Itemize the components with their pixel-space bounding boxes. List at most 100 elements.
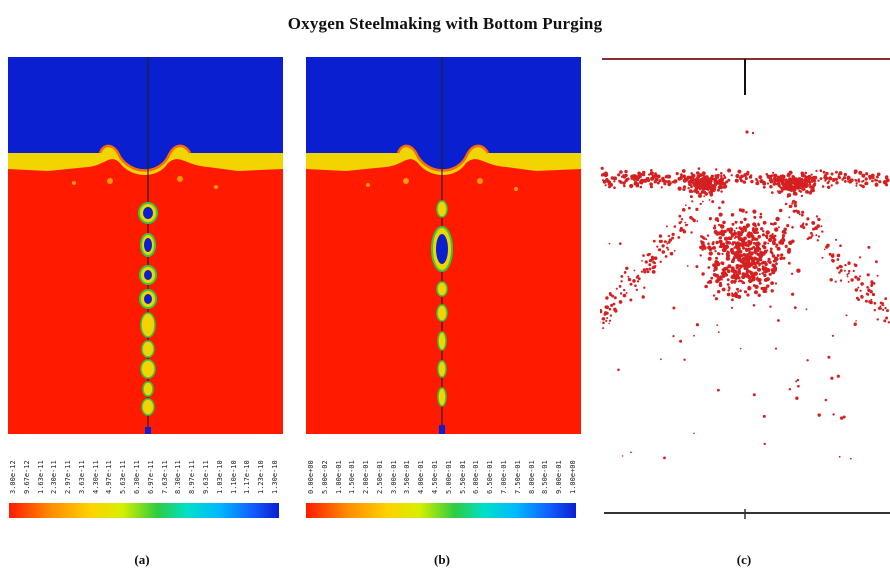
- particle: [787, 247, 791, 252]
- particle: [701, 185, 704, 188]
- particle: [753, 271, 758, 276]
- particle: [661, 250, 666, 254]
- particle: [769, 179, 774, 184]
- particle: [777, 319, 780, 322]
- particle: [737, 250, 742, 254]
- tick-label: 3.63e-11: [77, 460, 86, 494]
- particle: [797, 185, 801, 189]
- particle: [688, 206, 691, 210]
- particle: [791, 202, 794, 205]
- particle: [725, 266, 729, 270]
- particle: [766, 249, 769, 252]
- particle: [726, 250, 729, 253]
- particle: [747, 239, 751, 243]
- particle: [646, 177, 650, 181]
- particle: [780, 253, 784, 257]
- particle: [777, 226, 780, 229]
- particle: [836, 253, 841, 258]
- particle: [604, 171, 608, 176]
- particle: [633, 269, 636, 272]
- particle: [745, 270, 748, 273]
- particle: [762, 286, 766, 291]
- particle: [836, 266, 840, 270]
- particle: [821, 185, 825, 188]
- particle: [838, 171, 843, 176]
- particle: [761, 265, 765, 268]
- particle: [704, 284, 708, 289]
- particle: [611, 176, 615, 180]
- particle: [769, 185, 773, 189]
- particle: [835, 181, 839, 185]
- particle: [734, 220, 738, 224]
- particle: [758, 175, 763, 179]
- tick-label: 6.00e-01: [472, 460, 481, 494]
- particle: [735, 241, 741, 246]
- particle: [743, 226, 747, 231]
- particle: [814, 183, 816, 186]
- particle: [695, 207, 699, 211]
- particle: [790, 272, 794, 275]
- particle: [781, 236, 785, 240]
- particle: [752, 241, 756, 245]
- particle: [684, 204, 687, 207]
- particle: [817, 413, 821, 417]
- particle: [782, 177, 785, 180]
- caption-a: (a): [134, 552, 150, 567]
- particle: [721, 275, 724, 279]
- particle: [725, 240, 730, 245]
- particle: [738, 279, 742, 282]
- particle: [723, 174, 726, 177]
- particle: [752, 284, 756, 288]
- particle: [695, 189, 699, 193]
- particle: [744, 241, 748, 245]
- particle: [832, 253, 835, 256]
- particle: [737, 268, 740, 271]
- particle: [772, 241, 776, 246]
- slag-droplet: [177, 176, 183, 182]
- particle: [619, 242, 622, 245]
- colorbar-b: [306, 503, 576, 518]
- particle: [637, 274, 640, 278]
- particle: [615, 287, 618, 290]
- particle: [879, 305, 882, 308]
- particle: [751, 275, 756, 280]
- particle: [740, 179, 744, 183]
- contour-svg-b: [306, 57, 581, 434]
- particle: [601, 173, 605, 177]
- particle: [660, 186, 663, 189]
- particle: [829, 278, 833, 282]
- particle: [746, 233, 749, 236]
- particle: [738, 208, 743, 212]
- particle: [608, 319, 612, 322]
- particle: [734, 294, 739, 298]
- particle: [855, 184, 858, 187]
- particle: [623, 271, 627, 274]
- particle: [623, 184, 626, 188]
- particle: [722, 268, 726, 272]
- particle: [682, 230, 687, 234]
- particle: [849, 457, 852, 460]
- particle: [721, 262, 725, 266]
- particle: [772, 182, 776, 186]
- particle: [701, 248, 704, 251]
- particle: [736, 287, 739, 291]
- particle: [719, 185, 723, 190]
- particle: [757, 280, 760, 282]
- particle: [604, 184, 607, 187]
- particle: [832, 177, 836, 182]
- particle: [699, 254, 702, 257]
- particle: [773, 173, 778, 178]
- particle: [747, 275, 752, 280]
- particle: [635, 182, 640, 186]
- particle: [648, 267, 652, 271]
- particle: [859, 275, 862, 278]
- particle: [759, 258, 763, 262]
- particle: [653, 256, 658, 260]
- particle: [627, 275, 630, 278]
- particle: [804, 178, 808, 181]
- particle: [857, 179, 861, 183]
- particle: [794, 182, 798, 187]
- particle: [779, 256, 783, 261]
- particle: [829, 176, 832, 179]
- particle: [752, 393, 756, 397]
